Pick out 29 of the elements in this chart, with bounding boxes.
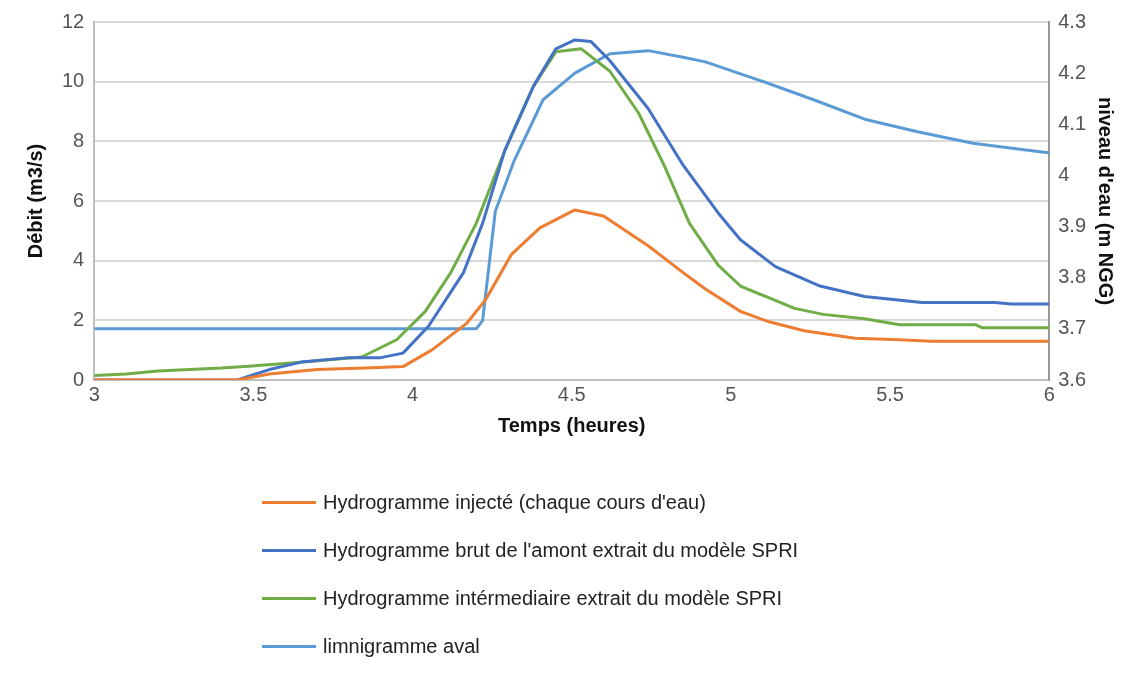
y-tick-label: 4 <box>73 248 85 271</box>
legend-label: Hydrogramme brut de l'amont extrait du modèle SPRI <box>323 538 799 562</box>
x-tick-label: 3 <box>88 382 100 405</box>
x-tick-label: 3.5 <box>239 382 268 405</box>
legend-label: Hydrogramme intérmediaire extrait du modèle SPRI <box>323 586 783 610</box>
x-tick-label: 4 <box>407 382 419 405</box>
y-tick-label: 6 <box>73 188 85 211</box>
y2-tick-label: 4.1 <box>1058 111 1087 134</box>
y-tick-label: 10 <box>62 69 85 92</box>
y-tick-label: 8 <box>73 128 85 151</box>
x-tick-label: 5.5 <box>876 382 904 405</box>
y2-tick-label: 3.7 <box>1058 316 1087 339</box>
x-axis-title: Temps (heures) <box>498 413 646 436</box>
x-tick-label: 4.5 <box>557 382 586 405</box>
x-tick-label: 6 <box>1043 382 1055 405</box>
y-tick-label: 12 <box>62 9 85 32</box>
y2-tick-label: 3.6 <box>1058 367 1087 390</box>
legend-label: Hydrogramme injecté (chaque cours d'eau) <box>323 490 706 514</box>
y-axis-title: Débit (m3/s) <box>23 143 46 259</box>
y-tick-label: 2 <box>73 307 85 330</box>
y2-tick-label: 4.3 <box>1058 9 1087 32</box>
y2-axis-title: niveau d'eau (m NGG) <box>1095 96 1118 306</box>
y2-tick-label: 3.8 <box>1058 265 1087 288</box>
y2-tick-label: 3.9 <box>1058 214 1087 237</box>
y-tick-label: 0 <box>73 367 85 390</box>
legend-label: limnigramme aval <box>323 634 480 658</box>
y2-tick-label: 4.2 <box>1058 60 1087 83</box>
x-tick-label: 5 <box>725 382 737 405</box>
y2-tick-label: 4 <box>1058 162 1070 185</box>
